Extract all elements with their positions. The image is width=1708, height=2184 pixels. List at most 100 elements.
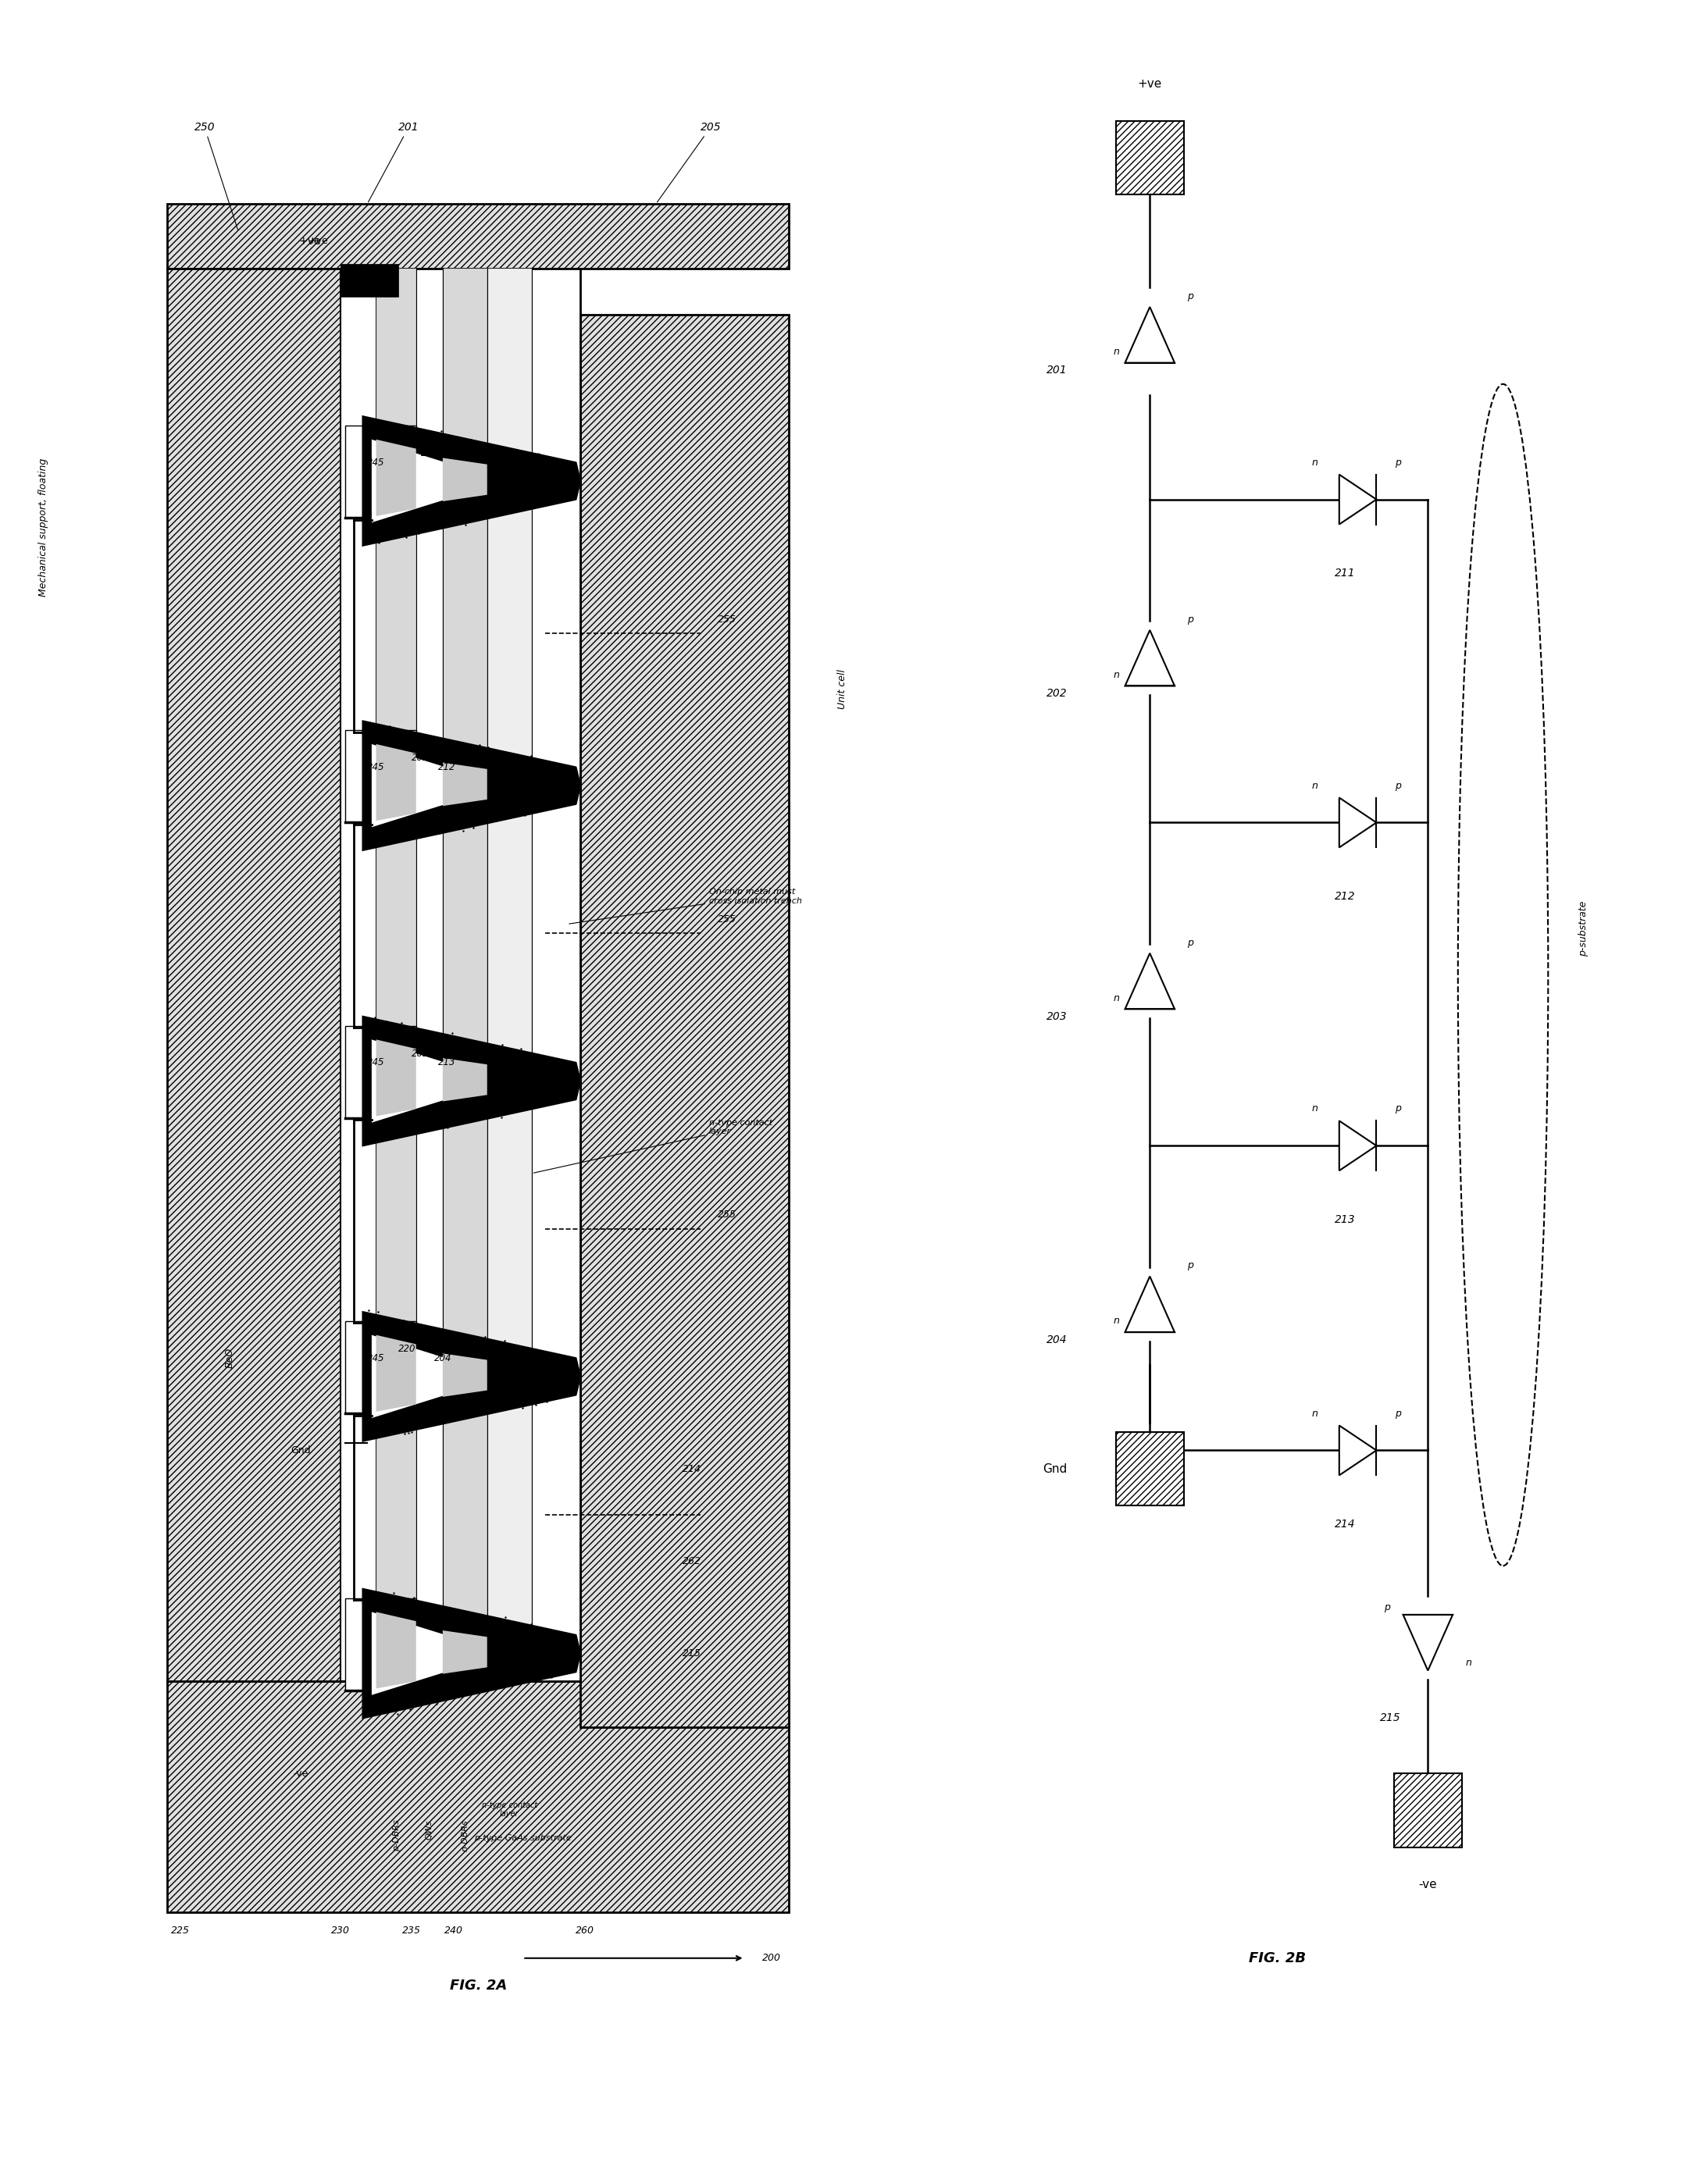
Text: p: p	[1187, 1260, 1194, 1271]
Text: 204: 204	[434, 1352, 451, 1363]
Polygon shape	[376, 1040, 417, 1116]
Text: p: p	[1383, 1603, 1390, 1612]
Text: 215: 215	[1380, 1712, 1401, 1723]
Polygon shape	[1126, 952, 1175, 1009]
Polygon shape	[376, 1612, 417, 1688]
Polygon shape	[1339, 1120, 1377, 1171]
Text: On-chip metal must
cross isolation trench: On-chip metal must cross isolation trenc…	[569, 889, 803, 924]
Text: 255: 255	[717, 1210, 736, 1221]
Text: 203: 203	[412, 1048, 429, 1059]
Text: n: n	[1114, 347, 1120, 356]
Text: 213: 213	[439, 1057, 456, 1068]
Text: p: p	[1187, 614, 1194, 625]
Bar	[540, 1070, 557, 1092]
Text: FIG. 2B: FIG. 2B	[1249, 1950, 1307, 1966]
Text: 202: 202	[412, 753, 429, 762]
Bar	[581, 314, 789, 1728]
Text: -ve: -ve	[1419, 1878, 1436, 1889]
Text: 213: 213	[1336, 1214, 1356, 1225]
Bar	[345, 729, 417, 823]
Bar	[167, 269, 376, 1682]
Text: 214: 214	[1336, 1518, 1356, 1529]
Text: +ve: +ve	[1138, 79, 1161, 90]
Text: 203: 203	[1047, 1011, 1068, 1022]
Text: p: p	[1187, 290, 1194, 301]
Polygon shape	[372, 1040, 473, 1123]
Bar	[340, 264, 398, 297]
Text: Gnd: Gnd	[290, 1446, 311, 1455]
Polygon shape	[362, 417, 581, 546]
Bar	[540, 1642, 557, 1664]
Text: 240: 240	[444, 1926, 463, 1935]
Text: 245: 245	[367, 1352, 384, 1363]
Text: 214: 214	[683, 1463, 702, 1474]
Text: n: n	[1312, 456, 1319, 467]
Text: 202: 202	[1047, 688, 1068, 699]
Polygon shape	[1126, 1275, 1175, 1332]
Text: n-type contact
layer: n-type contact layer	[533, 1118, 772, 1173]
Text: p: p	[1395, 456, 1401, 467]
Text: 262: 262	[683, 1555, 702, 1566]
Text: 260: 260	[576, 1926, 594, 1935]
Text: n: n	[1465, 1658, 1472, 1669]
Text: +ve: +ve	[299, 236, 321, 247]
Polygon shape	[442, 1631, 487, 1673]
Bar	[345, 1026, 417, 1118]
Bar	[1394, 1773, 1462, 1848]
Bar	[345, 426, 417, 518]
Text: p-type GaAs substrate: p-type GaAs substrate	[473, 1835, 572, 1841]
Polygon shape	[362, 1590, 581, 1719]
Text: 201: 201	[1047, 365, 1068, 376]
Text: QWs: QWs	[425, 1819, 434, 1839]
Polygon shape	[1339, 797, 1377, 847]
Bar	[345, 1599, 417, 1690]
Polygon shape	[442, 459, 487, 502]
Polygon shape	[1126, 308, 1175, 363]
Text: 211: 211	[420, 448, 439, 459]
Text: 255: 255	[717, 614, 736, 625]
Polygon shape	[1339, 474, 1377, 524]
Text: 220: 220	[398, 1343, 417, 1354]
Polygon shape	[1339, 1426, 1377, 1476]
Text: p: p	[1395, 1409, 1401, 1420]
Text: p: p	[1395, 1103, 1401, 1114]
Text: 200: 200	[762, 1952, 781, 1963]
Bar	[1115, 120, 1184, 194]
Polygon shape	[442, 762, 487, 806]
Polygon shape	[372, 745, 473, 828]
Bar	[442, 269, 487, 1682]
Polygon shape	[372, 439, 473, 522]
Text: 212: 212	[439, 762, 456, 773]
Polygon shape	[1402, 1614, 1454, 1671]
Text: 245: 245	[367, 1057, 384, 1068]
Text: p: p	[1187, 937, 1194, 948]
Bar	[1115, 1433, 1184, 1505]
Text: 245: 245	[367, 762, 384, 773]
Text: 235: 235	[403, 1926, 420, 1935]
Polygon shape	[362, 1313, 581, 1441]
Bar	[167, 1682, 789, 1911]
Bar	[345, 1321, 417, 1413]
Text: Gnd: Gnd	[1044, 1463, 1068, 1474]
Text: 245: 245	[367, 456, 384, 467]
Text: 250: 250	[195, 122, 237, 229]
Polygon shape	[442, 1057, 487, 1101]
Text: Mechanical support, floating: Mechanical support, floating	[39, 459, 50, 596]
Text: Unit cell: Unit cell	[837, 668, 847, 708]
Text: n: n	[1312, 780, 1319, 791]
Polygon shape	[372, 1612, 473, 1695]
Polygon shape	[1126, 629, 1175, 686]
Polygon shape	[376, 439, 417, 515]
Text: 204: 204	[1047, 1334, 1068, 1345]
Text: 201: 201	[369, 122, 418, 203]
Bar	[376, 269, 417, 1682]
Text: 225: 225	[171, 1926, 190, 1935]
Text: n: n	[1114, 994, 1120, 1002]
Bar	[540, 1365, 557, 1387]
Text: -ve: -ve	[294, 1769, 307, 1778]
Text: n: n	[1312, 1409, 1319, 1420]
Text: +ve: +ve	[309, 236, 328, 247]
Bar	[487, 269, 531, 1682]
Text: BeO: BeO	[224, 1348, 234, 1369]
Bar	[540, 470, 557, 491]
